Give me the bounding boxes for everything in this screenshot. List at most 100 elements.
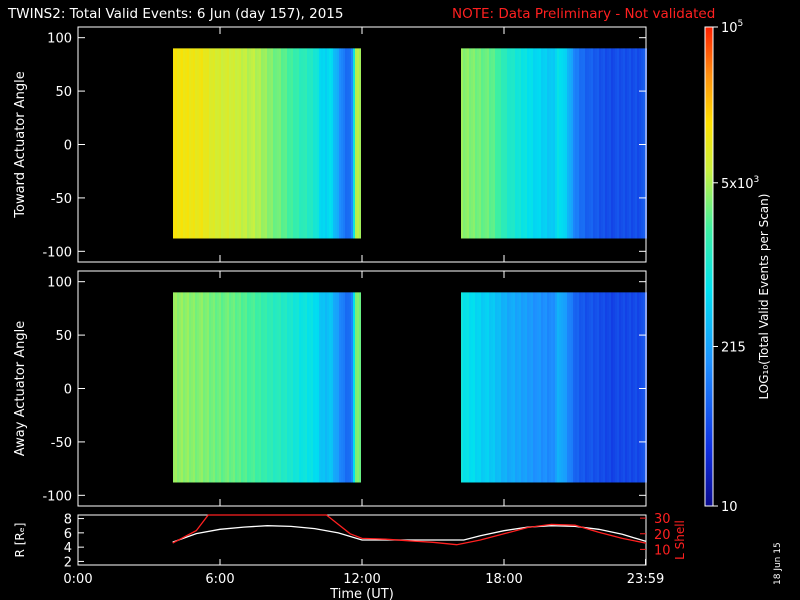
heatmap-column bbox=[579, 48, 581, 239]
heatmap-column bbox=[315, 292, 317, 483]
y-tick-label: 50 bbox=[55, 85, 72, 100]
heatmap-column bbox=[491, 48, 493, 239]
heatmap-column bbox=[511, 48, 513, 239]
heatmap-column bbox=[265, 48, 267, 239]
heatmap-column bbox=[323, 292, 325, 483]
heatmap-column bbox=[221, 292, 223, 483]
heatmap-column bbox=[251, 292, 253, 483]
heatmap-column bbox=[519, 292, 521, 483]
heatmap-column bbox=[527, 48, 529, 239]
heatmap-column bbox=[283, 292, 285, 483]
heatmap-column bbox=[321, 292, 323, 483]
heatmap-column bbox=[195, 48, 197, 239]
colorbar-gradient bbox=[704, 26, 714, 507]
heatmap-column bbox=[249, 48, 251, 239]
heatmap-column bbox=[549, 292, 551, 483]
heatmap-column bbox=[177, 48, 179, 239]
heatmap-column bbox=[277, 292, 279, 483]
heatmap-column bbox=[521, 48, 523, 239]
heatmap-column bbox=[607, 48, 609, 239]
heatmap-column bbox=[325, 292, 327, 483]
heatmap-column bbox=[211, 292, 213, 483]
heatmap-column bbox=[181, 292, 183, 483]
heatmap-column bbox=[465, 292, 467, 483]
heatmap-column bbox=[577, 48, 579, 239]
heatmap-column bbox=[183, 292, 185, 483]
heatmap-column bbox=[461, 48, 463, 239]
heatmap-column bbox=[203, 48, 205, 239]
heatmap-column bbox=[557, 48, 559, 239]
heatmap-column bbox=[543, 48, 545, 239]
heatmap-column bbox=[505, 292, 507, 483]
right-axis-label: L Shell bbox=[673, 520, 687, 560]
heatmap-column bbox=[321, 48, 323, 239]
heatmap-column bbox=[193, 48, 195, 239]
heatmap-column bbox=[475, 292, 477, 483]
heatmap-column bbox=[515, 48, 517, 239]
heatmap-column bbox=[269, 48, 271, 239]
heatmap-column bbox=[289, 292, 291, 483]
x-tick-label: 18:00 bbox=[485, 572, 522, 587]
heatmap-column bbox=[357, 48, 359, 239]
heatmap-column bbox=[223, 48, 225, 239]
heatmap-column bbox=[629, 48, 631, 239]
heatmap-column bbox=[241, 292, 243, 483]
heatmap-column bbox=[473, 292, 475, 483]
heatmap-column bbox=[511, 292, 513, 483]
heatmap-column bbox=[615, 292, 617, 483]
heatmap-column bbox=[529, 48, 531, 239]
heatmap-column bbox=[203, 292, 205, 483]
colorbar-tick-label: 105 bbox=[721, 19, 743, 36]
heatmap-column bbox=[177, 292, 179, 483]
heatmap-column bbox=[341, 292, 343, 483]
heatmap-column bbox=[581, 292, 583, 483]
heatmap-column bbox=[281, 292, 283, 483]
heatmap-column bbox=[255, 292, 257, 483]
heatmap-column bbox=[233, 292, 235, 483]
heatmap-column bbox=[643, 48, 645, 239]
heatmap-column bbox=[197, 292, 199, 483]
heatmap-column bbox=[573, 48, 575, 239]
heatmap-column bbox=[271, 48, 273, 239]
heatmap-column bbox=[587, 48, 589, 239]
heatmap-column bbox=[525, 48, 527, 239]
heatmap-column bbox=[595, 292, 597, 483]
heatmap-column bbox=[311, 292, 313, 483]
y-tick-label: -100 bbox=[42, 489, 72, 504]
heatmap-column bbox=[331, 48, 333, 239]
heatmap-column bbox=[613, 292, 615, 483]
heatmap-column bbox=[571, 292, 573, 483]
heatmap-column bbox=[509, 48, 511, 239]
heatmap-column bbox=[247, 292, 249, 483]
heatmap-column bbox=[579, 292, 581, 483]
right-y-tick-label: 30 bbox=[654, 512, 671, 527]
heatmap-column bbox=[315, 48, 317, 239]
heatmap-column bbox=[503, 48, 505, 239]
radius-line bbox=[172, 525, 647, 543]
heatmap-column bbox=[359, 292, 361, 483]
y-tick-label: -50 bbox=[51, 436, 72, 451]
heatmap-column bbox=[261, 48, 263, 239]
heatmap-column bbox=[273, 292, 275, 483]
heatmap-column bbox=[271, 292, 273, 483]
heatmap-column bbox=[309, 48, 311, 239]
heatmap-column bbox=[471, 48, 473, 239]
heatmap-column bbox=[187, 48, 189, 239]
heatmap-column bbox=[607, 292, 609, 483]
heatmap-column bbox=[221, 48, 223, 239]
heatmap-column bbox=[619, 292, 621, 483]
heatmap-column bbox=[637, 48, 639, 239]
heatmap-column bbox=[233, 48, 235, 239]
heatmap-column bbox=[489, 48, 491, 239]
heatmap-column bbox=[589, 292, 591, 483]
heatmap-column bbox=[565, 48, 567, 239]
heatmap-column bbox=[317, 48, 319, 239]
heatmap-column bbox=[173, 48, 175, 239]
x-tick-label: 0:00 bbox=[63, 572, 92, 587]
heatmap-column bbox=[463, 48, 465, 239]
heatmap-column bbox=[293, 48, 295, 239]
heatmap-column bbox=[599, 292, 601, 483]
heatmap-column bbox=[179, 48, 181, 239]
heatmap-column bbox=[345, 292, 347, 483]
heatmap-column bbox=[487, 48, 489, 239]
